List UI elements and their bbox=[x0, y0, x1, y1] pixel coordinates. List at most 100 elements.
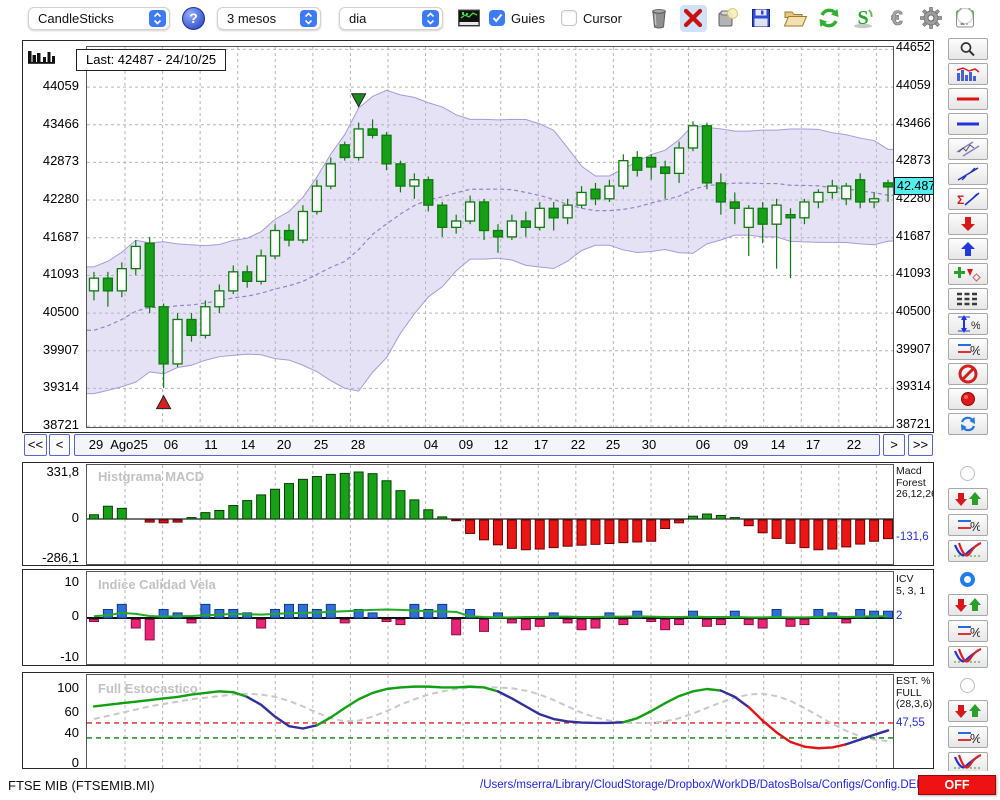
trash-icon[interactable] bbox=[646, 5, 673, 32]
icv-plot[interactable] bbox=[86, 571, 894, 665]
euro-icon[interactable]: € bbox=[884, 5, 911, 32]
open-folder-icon[interactable] bbox=[782, 5, 809, 32]
stoch-lines-percent-button[interactable]: % bbox=[948, 726, 988, 748]
scroll-fwd-button[interactable]: > bbox=[883, 434, 905, 456]
measure-vertical-tool-button[interactable]: % bbox=[948, 313, 988, 335]
help-button[interactable]: ? bbox=[182, 6, 205, 30]
icv-bar bbox=[729, 610, 740, 619]
blue-hline-tool-button[interactable] bbox=[948, 113, 988, 135]
select-stepper-icon bbox=[422, 9, 439, 27]
candle-body bbox=[715, 182, 727, 203]
candle-body bbox=[269, 229, 281, 257]
macd-plot[interactable] bbox=[86, 464, 894, 565]
icv-bar bbox=[688, 610, 698, 619]
lines-percent-tool-button[interactable]: % bbox=[948, 338, 988, 360]
stoch-value: 47,55 bbox=[896, 717, 925, 729]
stoch-settings-label: EST. % FULL (28,3,6) bbox=[896, 675, 933, 710]
macd-tick: 0 bbox=[71, 510, 79, 525]
arrow-down-tool-button[interactable] bbox=[948, 213, 988, 235]
interval-select[interactable]: dia bbox=[339, 6, 443, 30]
chart-type-select[interactable]: CandleSticks bbox=[28, 6, 170, 30]
off-toggle-button[interactable]: OFF bbox=[918, 775, 996, 795]
paste-special-icon[interactable] bbox=[714, 5, 741, 32]
price-tick: 41093 bbox=[896, 266, 931, 281]
candle-body bbox=[799, 201, 810, 219]
scroll-fast-fwd-button[interactable]: >> bbox=[908, 434, 933, 456]
macd-arrows-button[interactable] bbox=[948, 488, 988, 510]
icv-tick: 0 bbox=[71, 608, 79, 623]
arrow-up-tool-button[interactable] bbox=[948, 238, 988, 260]
guies-checkbox[interactable] bbox=[489, 10, 505, 26]
last-price-label: Last: 42487 - 24/10/25 bbox=[76, 49, 227, 71]
icv-curve-style-button[interactable] bbox=[948, 646, 988, 668]
cursor-label: Cursor bbox=[582, 10, 622, 26]
trend-line-tool-button[interactable] bbox=[948, 163, 988, 185]
icv-bar bbox=[813, 609, 824, 619]
stoch-panel-radio[interactable] bbox=[960, 678, 975, 693]
icv-bar bbox=[297, 603, 308, 619]
record-tool-button[interactable] bbox=[948, 388, 988, 410]
icv-bar bbox=[465, 609, 476, 619]
icv-lines-percent-button[interactable]: % bbox=[948, 620, 988, 642]
mini-bars-icon[interactable] bbox=[27, 48, 61, 71]
refresh-blue-tool-button[interactable] bbox=[948, 413, 988, 435]
x-tick: 29 bbox=[88, 437, 104, 452]
zoom-tool-button[interactable] bbox=[948, 38, 988, 60]
macd-bar bbox=[743, 519, 754, 527]
stoch-curve-style-button[interactable] bbox=[948, 752, 988, 774]
macd-bar bbox=[451, 519, 462, 522]
macd-bar bbox=[841, 519, 852, 548]
settings-gear-icon[interactable] bbox=[918, 5, 945, 32]
candle-body bbox=[144, 242, 155, 308]
sync-icon[interactable]: S bbox=[850, 5, 877, 32]
delete-x-icon[interactable] bbox=[679, 4, 707, 32]
icv-panel: 10 0 -10 Indice Calidad Vela ICV 5, 3, 1… bbox=[22, 569, 934, 666]
macd-lines-percent-button[interactable]: % bbox=[948, 514, 988, 536]
candlestick-plot[interactable] bbox=[86, 46, 894, 428]
scroll-fast-back-button[interactable]: << bbox=[24, 434, 47, 456]
stoch-k-segment bbox=[622, 687, 723, 724]
macd-bar bbox=[757, 519, 768, 534]
candle-body bbox=[255, 255, 267, 282]
indicator-panel-button[interactable] bbox=[948, 63, 988, 85]
cursor-checkbox[interactable] bbox=[560, 10, 577, 26]
stochastic-plot[interactable] bbox=[86, 674, 894, 769]
svg-text:%: % bbox=[970, 519, 980, 534]
dashed-lines-tool-button[interactable] bbox=[948, 288, 988, 310]
chart-window-icon[interactable] bbox=[455, 5, 482, 32]
channel-tool-button[interactable] bbox=[948, 138, 988, 160]
refresh-icon[interactable] bbox=[816, 5, 843, 32]
icv-bar bbox=[395, 619, 406, 626]
macd-bar bbox=[506, 519, 517, 549]
candle-body bbox=[771, 204, 782, 225]
forbidden-tool-button[interactable] bbox=[948, 363, 988, 385]
candle-body bbox=[646, 156, 657, 168]
date-axis-strip[interactable]: 29 Ago25 06 11 14 20 25 28 04 09 12 17 22 25 30 06 09 14 1… bbox=[74, 434, 880, 456]
icv-bar bbox=[771, 609, 782, 619]
window-circle-button[interactable] bbox=[957, 8, 973, 24]
macd-panel-radio[interactable] bbox=[960, 466, 975, 481]
stoch-k-segment bbox=[845, 729, 890, 746]
x-tick: 04 bbox=[423, 437, 439, 452]
stoch-arrows-button[interactable] bbox=[948, 700, 988, 722]
macd-curve-style-button[interactable] bbox=[948, 540, 988, 562]
candle-body bbox=[409, 179, 420, 187]
icv-panel-radio[interactable] bbox=[960, 572, 975, 587]
sum-trend-tool-button[interactable]: Σ bbox=[948, 188, 988, 210]
icv-arrows-button[interactable] bbox=[948, 594, 988, 616]
scroll-back-button[interactable]: < bbox=[49, 434, 70, 456]
macd-bar bbox=[715, 514, 726, 520]
current-price-tag: 42.487,0 bbox=[894, 177, 933, 195]
stoch-tick: 60 bbox=[64, 704, 79, 719]
icv-bar bbox=[256, 619, 267, 629]
icv-bar bbox=[520, 619, 531, 631]
stoch-title: Full Estocastico bbox=[98, 681, 198, 696]
save-icon[interactable] bbox=[748, 5, 775, 32]
icv-bar bbox=[116, 603, 127, 619]
macd-bar bbox=[883, 519, 893, 540]
x-tick: 25 bbox=[313, 437, 329, 452]
add-marker-tool-button[interactable] bbox=[948, 263, 988, 285]
red-hline-tool-button[interactable] bbox=[948, 88, 988, 110]
period-select[interactable]: 3 mesos bbox=[217, 6, 321, 30]
candle-body bbox=[604, 185, 615, 200]
